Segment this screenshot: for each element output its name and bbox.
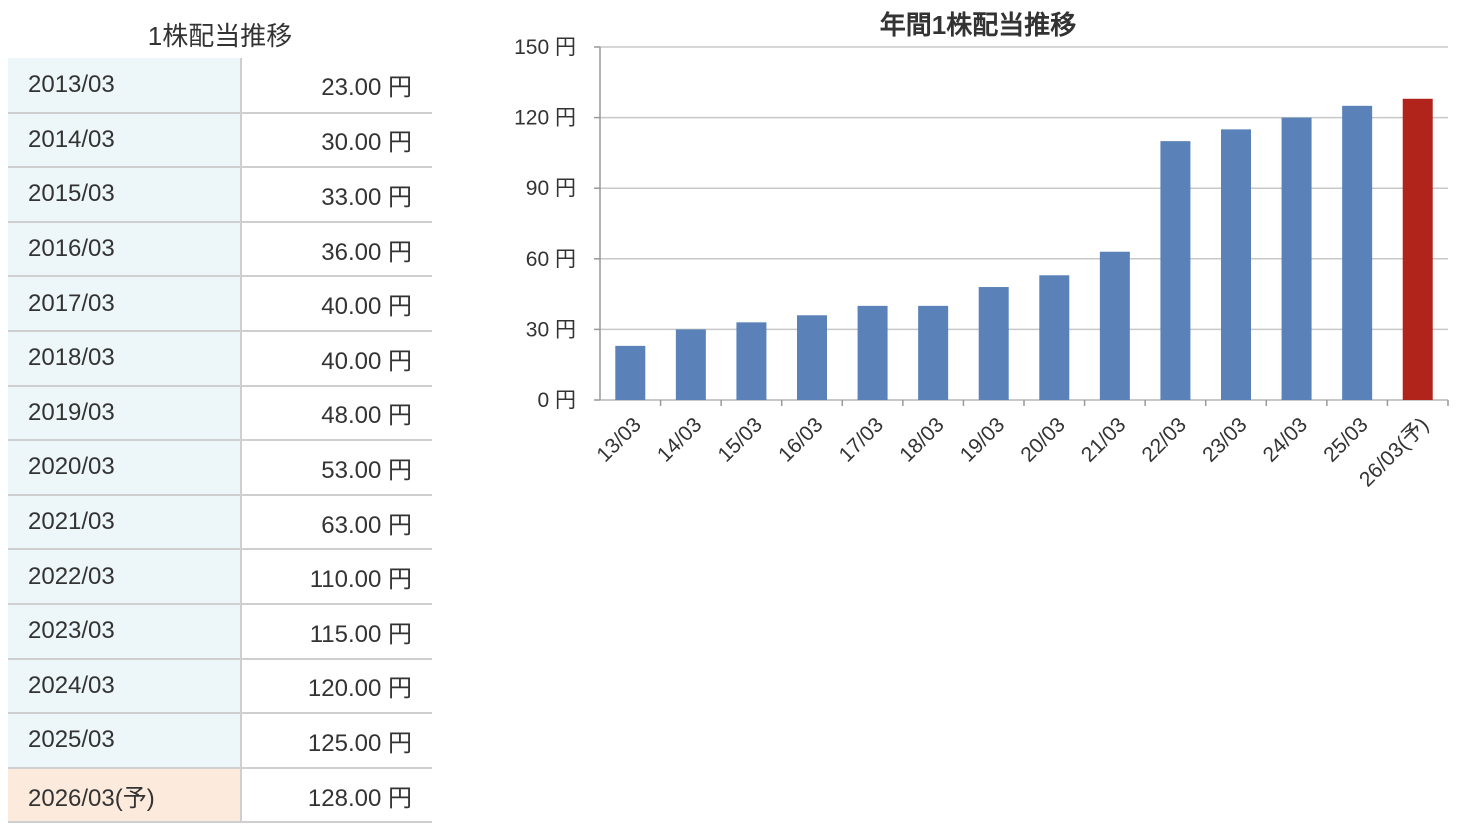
table-row: 2019/03 48.00 円 <box>8 385 432 442</box>
amount-cell: 115.00 円 <box>241 603 432 660</box>
table-row: 2025/03 125.00 円 <box>8 713 432 769</box>
bar-15/03 <box>736 322 767 400</box>
x-tick-label: 24/03 <box>1259 413 1312 466</box>
period-cell: 2013/03 <box>8 58 242 114</box>
table-row: 2017/03 40.00 円 <box>8 276 432 332</box>
x-tick-label: 13/03 <box>592 413 645 466</box>
bar-25/03 <box>1342 105 1373 400</box>
bar-22/03 <box>1160 141 1191 400</box>
period-cell: 2017/03 <box>8 276 242 332</box>
table-title: 1株配当推移 <box>147 21 293 51</box>
y-tick-label: 0 円 <box>537 389 576 412</box>
table-row: 2024/03 120.00 円 <box>8 658 432 715</box>
x-tick-label: 16/03 <box>774 413 827 466</box>
bar-14/03 <box>675 329 706 400</box>
amount-cell: 53.00 円 <box>241 440 432 496</box>
dividend-table: 2013/03 23.00 円 2014/03 30.00 円 2015/03 33.00… <box>8 58 432 824</box>
period-cell: 2026/03(予) <box>8 767 242 824</box>
period-cell: 2018/03 <box>8 330 242 387</box>
y-tick-label: 120 円 <box>514 107 576 130</box>
table-row: 2018/03 40.00 円 <box>8 330 432 387</box>
amount-cell: 63.00 円 <box>241 494 432 551</box>
table-row: 2026/03(予) 128.00 円 <box>8 767 432 824</box>
y-tick-label: 90 円 <box>526 177 576 200</box>
period-cell: 2022/03 <box>8 549 242 605</box>
x-tick-label: 19/03 <box>956 413 1009 466</box>
period-cell: 2019/03 <box>8 385 242 442</box>
amount-cell: 33.00 円 <box>241 167 432 223</box>
x-tick-label: 25/03 <box>1319 413 1372 466</box>
period-cell: 2023/03 <box>8 603 242 660</box>
x-tick-label: 20/03 <box>1016 413 1069 466</box>
period-cell: 2025/03 <box>8 713 242 769</box>
dividend-chart-panel: 年間1株配当推移 0 円 30 円 60 円 90 円 120 円 150 円 13/03… <box>470 0 1458 520</box>
table-row: 2021/03 63.00 円 <box>8 494 432 551</box>
bar-21/03 <box>1099 251 1130 400</box>
amount-cell: 48.00 円 <box>241 385 432 442</box>
period-cell: 2016/03 <box>8 221 242 278</box>
table-row: 2016/03 36.00 円 <box>8 221 432 278</box>
x-tick-label: 21/03 <box>1077 413 1130 466</box>
period-cell: 2015/03 <box>8 167 242 223</box>
table-row: 2013/03 23.00 円 <box>8 58 432 114</box>
bar-13/03 <box>615 345 646 400</box>
x-tick-label: 18/03 <box>895 413 948 466</box>
x-tick-label: 23/03 <box>1198 413 1251 466</box>
bar-24/03 <box>1281 117 1312 400</box>
amount-cell: 110.00 円 <box>241 549 432 605</box>
x-tick-label: 22/03 <box>1138 413 1191 466</box>
amount-cell: 40.00 円 <box>241 276 432 332</box>
y-tick-label: 60 円 <box>526 248 576 271</box>
bar-16/03 <box>797 315 827 400</box>
period-cell: 2021/03 <box>8 494 242 551</box>
amount-cell: 23.00 円 <box>241 58 432 114</box>
y-tick-label: 150 円 <box>514 36 576 59</box>
period-cell: 2014/03 <box>8 112 242 169</box>
x-tick-label: 14/03 <box>653 413 706 466</box>
table-row: 2022/03 110.00 円 <box>8 549 432 605</box>
amount-cell: 36.00 円 <box>241 221 432 278</box>
table-row: 2014/03 30.00 円 <box>8 112 432 169</box>
bar-17/03 <box>857 305 888 400</box>
x-tick-label: 17/03 <box>835 413 888 466</box>
bar-19/03 <box>978 287 1009 400</box>
dividend-table-panel: 1株配当推移 2013/03 23.00 円 2014/03 30.00 円 2015/… <box>8 14 432 824</box>
amount-cell: 30.00 円 <box>241 112 432 169</box>
x-tick-label: 15/03 <box>714 413 767 466</box>
bar-20/03 <box>1039 275 1070 400</box>
table-row: 2023/03 115.00 円 <box>8 603 432 660</box>
bar-18/03 <box>918 305 949 400</box>
period-cell: 2020/03 <box>8 440 242 496</box>
table-row: 2020/03 53.00 円 <box>8 440 432 496</box>
amount-cell: 120.00 円 <box>241 658 432 715</box>
chart-title: 年間1株配当推移 <box>880 10 1076 40</box>
table-row: 2015/03 33.00 円 <box>8 167 432 223</box>
period-cell: 2024/03 <box>8 658 242 715</box>
dividend-bar-chart: 年間1株配当推移 0 円 30 円 60 円 90 円 120 円 150 円 13/03… <box>514 10 1449 491</box>
amount-cell: 125.00 円 <box>241 713 432 769</box>
amount-cell: 40.00 円 <box>241 330 432 387</box>
y-tick-label: 30 円 <box>526 318 576 341</box>
amount-cell: 128.00 円 <box>241 767 432 824</box>
bar-23/03 <box>1221 129 1251 400</box>
bar-26/03(予) <box>1402 98 1433 401</box>
